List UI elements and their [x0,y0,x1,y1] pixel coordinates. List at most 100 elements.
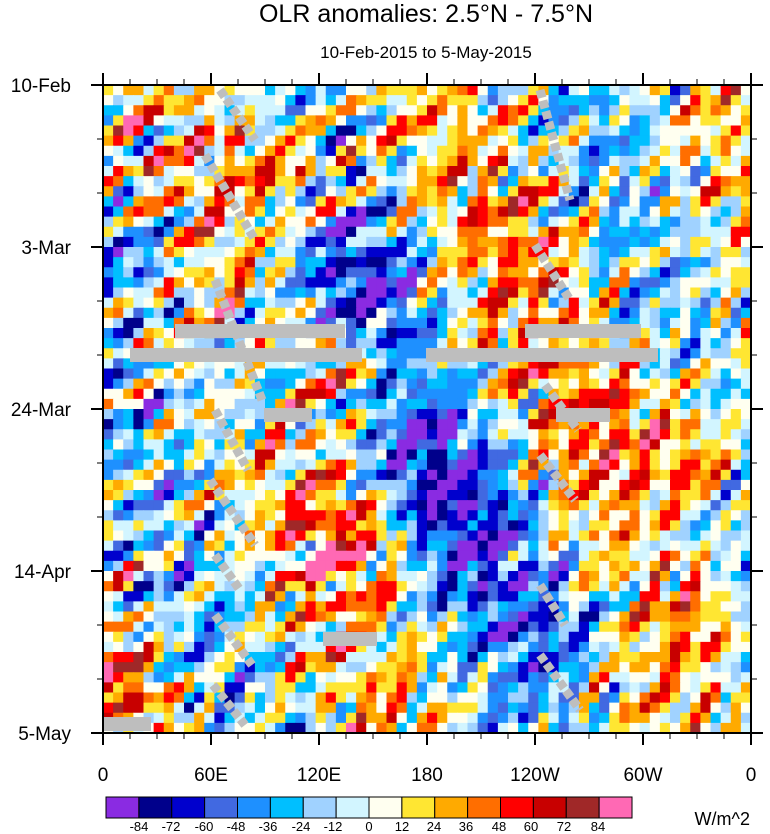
heatmap-cell [680,388,691,400]
heatmap-cell [163,135,175,147]
heatmap-cell [568,247,580,258]
heatmap-cell [214,652,226,663]
heatmap-cell [528,216,539,228]
heatmap-cell [639,571,651,582]
heatmap-cell [123,155,134,167]
heatmap-cell [710,490,722,501]
heatmap-cell [265,398,276,410]
heatmap-cell [659,692,671,704]
heatmap-cell [204,196,215,208]
heatmap-cell [670,135,681,147]
heatmap-cell [730,247,742,258]
heatmap-cell [609,581,620,592]
heatmap-cell [558,307,570,319]
heatmap-cell [629,216,641,228]
heatmap-cell [619,581,631,592]
heatmap-cell [396,490,408,501]
heatmap-cell [740,95,751,106]
heatmap-cell [659,247,671,258]
heatmap-cell [497,722,509,733]
heatmap-cell [113,672,124,683]
heatmap-cell [589,459,600,471]
heatmap-cell [518,206,529,218]
heatmap-cell [589,419,600,430]
missing-data-streak [211,407,252,473]
heatmap-cell [113,247,124,258]
heatmap-cell [224,479,236,491]
heatmap-cell [447,297,458,309]
heatmap-cell [295,500,307,511]
heatmap-cell [406,206,418,218]
heatmap-cell [639,419,651,430]
heatmap-cell [609,672,620,683]
heatmap-cell [720,358,732,370]
heatmap-cell [730,155,742,167]
heatmap-cell [639,591,651,602]
heatmap-cell [346,196,357,208]
heatmap-cell [265,459,276,471]
heatmap-cell [639,226,651,238]
heatmap-cell [376,216,388,228]
heatmap-cell [173,105,185,116]
heatmap-cell [396,439,408,451]
heatmap-cell [406,247,418,258]
heatmap-cell [163,672,175,683]
heatmap-cell [163,267,175,278]
heatmap-cell [295,388,307,400]
heatmap-cell [558,196,570,208]
heatmap-cell [457,449,469,461]
heatmap-cell [619,459,631,471]
heatmap-cell [659,641,671,653]
heatmap-cell [285,611,296,623]
heatmap-cell [234,652,246,663]
heatmap-cell [467,398,479,410]
heatmap-cell [518,479,529,491]
heatmap-cell [275,267,286,278]
heatmap-cell [609,176,620,187]
heatmap-cell [690,145,701,157]
heatmap-cell [265,226,276,238]
heatmap-cell [558,419,570,430]
heatmap-cell [700,571,712,582]
heatmap-cell [325,378,337,390]
heatmap-cell [508,439,519,451]
heatmap-cell [315,196,327,208]
heatmap-cell [568,652,580,663]
heatmap-cell [244,682,256,694]
heatmap-cell [447,85,458,96]
heatmap-cell [335,520,347,532]
heatmap-cell [599,672,610,683]
heatmap-cell [265,510,276,521]
heatmap-cell [254,672,266,683]
heatmap-cell [416,540,428,552]
heatmap-cell [599,378,610,390]
heatmap-cell [153,216,165,228]
heatmap-cell [173,510,185,521]
heatmap-cell [325,206,337,218]
heatmap-cell [680,85,691,96]
heatmap-cell [599,641,610,653]
heatmap-cell [447,186,458,197]
heatmap-cell [670,530,681,542]
heatmap-cell [315,571,327,582]
heatmap-cell [690,388,701,400]
heatmap-cell [234,378,246,390]
heatmap-cell [578,95,590,106]
heatmap-cell [234,166,246,177]
heatmap-cell [578,581,590,592]
heatmap-cell [416,115,428,127]
heatmap-cell [305,176,317,187]
heatmap-cell [670,297,681,309]
heatmap-cell [659,419,671,430]
heatmap-cell [285,236,296,248]
heatmap-cell [275,449,286,461]
heatmap-cell [153,125,165,137]
heatmap-cell [477,611,489,623]
heatmap-cell [153,449,165,461]
heatmap-cell [356,206,367,218]
heatmap-cell [194,267,205,278]
heatmap-cell [659,196,671,208]
heatmap-cell [670,257,681,268]
heatmap-cell [133,155,145,167]
heatmap-cell [528,591,539,602]
